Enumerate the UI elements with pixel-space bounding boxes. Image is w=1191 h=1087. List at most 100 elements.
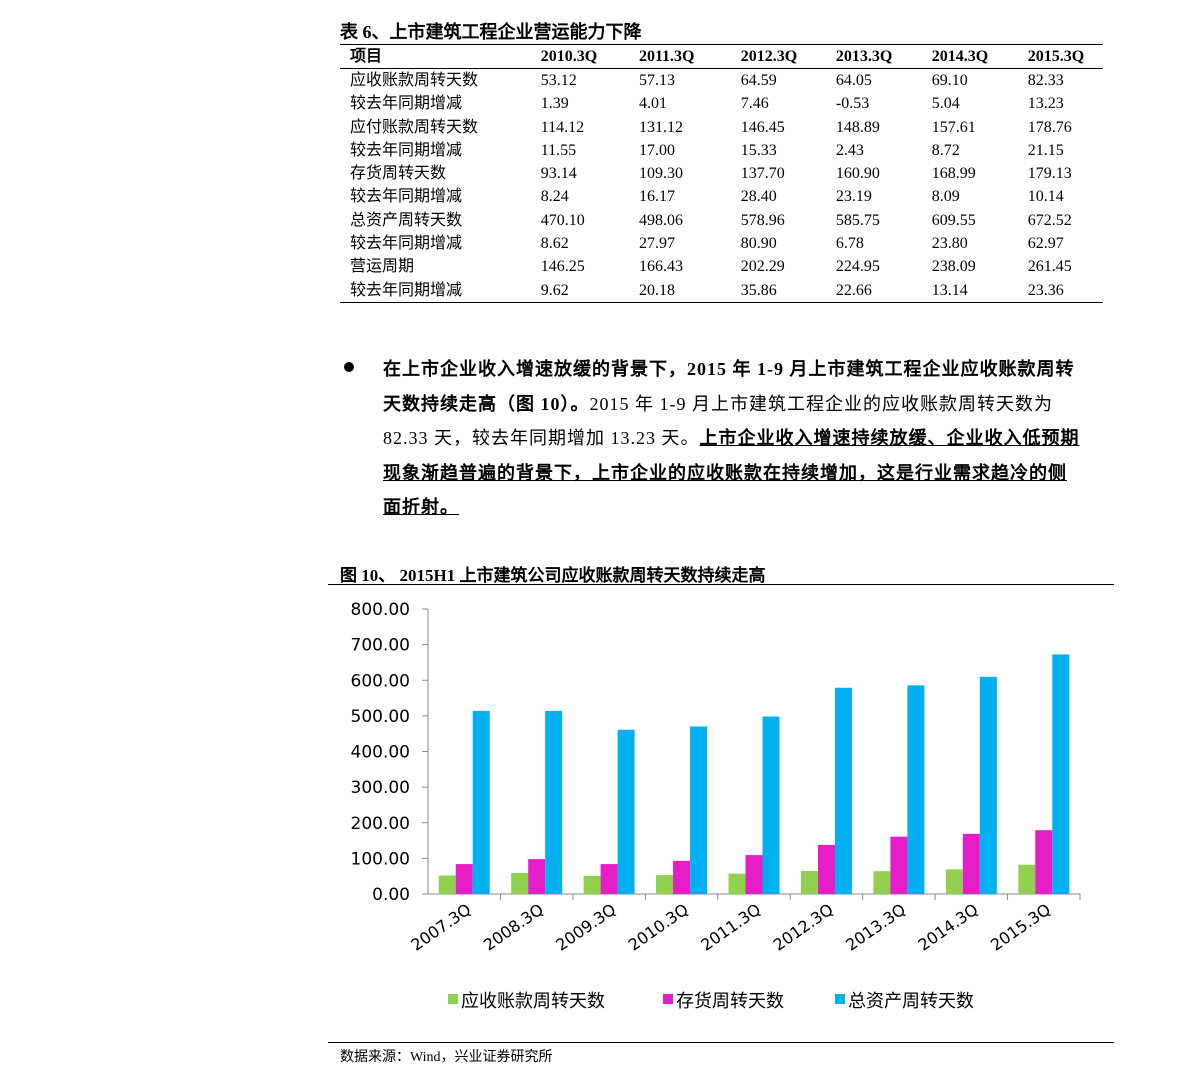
y-tick-label: 700.00 — [351, 636, 410, 656]
table-cell: 178.76 — [1027, 118, 1072, 136]
table-cell: 28.40 — [740, 188, 777, 206]
table-cell: 2015.3Q — [1017, 44, 1103, 70]
bar — [800, 870, 818, 894]
bar — [528, 859, 546, 894]
bar — [511, 872, 529, 894]
y-tick-label: 200.00 — [351, 814, 410, 834]
table-cell: 109.30 — [638, 165, 683, 183]
x-tick-label: 2009.3Q — [552, 900, 619, 955]
table-cell: 11.55 — [540, 141, 577, 159]
bar — [673, 860, 691, 894]
legend-label: 应收账款周转天数 — [461, 991, 605, 1012]
table-cell: 23.80 — [931, 235, 968, 253]
table-cell: 16.17 — [638, 188, 675, 206]
bar — [962, 833, 980, 894]
y-tick-label: 500.00 — [351, 707, 410, 727]
bar — [1052, 654, 1070, 894]
bar — [817, 844, 835, 894]
x-tick-label: 2007.3Q — [407, 900, 474, 955]
table-cell: 21.15 — [1027, 141, 1064, 159]
table-cell: 23.19 — [835, 188, 872, 206]
x-tick-label: 2015.3Q — [987, 900, 1054, 955]
y-tick-label: 300.00 — [351, 778, 410, 798]
bold-text: 在上市企业收入增速放缓的背景下，2015 年 1-9 月上市建筑工程企业应收账款… — [383, 359, 1075, 414]
table-cell: 2010.3Q — [530, 44, 629, 70]
table-row: 较去年同期增减 11.55 17.00 15.33 2.43 8.72 21.15 — [340, 139, 1103, 162]
table-cell: 470.10 — [540, 211, 585, 229]
table-cell: 2013.3Q — [825, 44, 922, 70]
table-cell: 23.36 — [1027, 281, 1064, 299]
bar — [583, 875, 601, 894]
legend-swatch — [663, 994, 673, 1004]
y-tick-label: 0.00 — [372, 885, 410, 905]
normal-text: 2015 年 1-9 月上市建筑工程企业的应收账款周转天数为 82.33 天，较… — [383, 393, 1053, 449]
table-cell: 17.00 — [638, 141, 675, 159]
table-cell: 82.33 — [1027, 71, 1064, 89]
table-cell: 64.05 — [835, 71, 872, 89]
table-cell: 53.12 — [540, 71, 577, 89]
x-tick-label: 2013.3Q — [842, 900, 909, 955]
bar — [656, 875, 674, 894]
table-cell: 1.39 — [540, 95, 569, 113]
underlined-text: 上市企业收入增速持续放缓、企业收入低预期现象渐趋普遍的背景下，上市企业的应收账款… — [383, 428, 1080, 517]
table-cell: 168.99 — [931, 165, 976, 183]
table-cell: 238.09 — [931, 258, 976, 276]
table-cell: 6.78 — [835, 235, 864, 253]
table-cell: 69.10 — [931, 71, 968, 89]
table-cell: 营运周期 — [350, 258, 415, 276]
table-cell: 166.43 — [638, 258, 683, 276]
table-cell: 585.75 — [835, 211, 880, 229]
table-cell: 114.12 — [540, 118, 585, 136]
table-cell: 578.96 — [740, 211, 785, 229]
bar — [762, 716, 780, 894]
bar — [728, 873, 746, 894]
table-cell: 22.66 — [835, 281, 872, 299]
y-tick-label: 100.00 — [351, 849, 410, 869]
table-cell: 8.62 — [540, 235, 569, 253]
table-cell: 27.97 — [638, 235, 675, 253]
table-cell: 261.45 — [1027, 258, 1072, 276]
table-cell: 项目 — [340, 44, 531, 70]
table-cell: 较去年同期增减 — [350, 141, 463, 159]
table-cell: 160.90 — [835, 165, 880, 183]
table-cell: 80.90 — [740, 235, 777, 253]
table-cell: 存货周转天数 — [350, 165, 447, 183]
x-tick-label: 2011.3Q — [697, 900, 764, 955]
table-cell: 2012.3Q — [730, 44, 826, 70]
table-row: 较去年同期增减 8.62 27.97 80.90 6.78 23.80 62.97 — [340, 232, 1103, 255]
figure-title: 图 10、 2015H1 上市建筑公司应收账款周转天数持续走高 — [340, 566, 766, 585]
table-cell: 较去年同期增减 — [350, 188, 463, 206]
bar — [834, 687, 852, 894]
table-row: 项目 2010.3Q 2011.3Q 2012.3Q 2013.3Q 2014.3Q 201… — [340, 44, 1103, 70]
legend-swatch — [448, 994, 458, 1004]
bar — [600, 864, 618, 894]
table-cell: 较去年同期增减 — [350, 281, 463, 299]
table-cell: 8.72 — [931, 141, 960, 159]
table-cell: 较去年同期增减 — [350, 235, 463, 253]
table-cell: 224.95 — [835, 258, 880, 276]
table-row: 较去年同期增减 1.39 4.01 7.46 -0.53 5.04 13.23 — [340, 93, 1103, 116]
table-cell: 202.29 — [740, 258, 785, 276]
table-cell: 8.24 — [540, 188, 569, 206]
bar — [1035, 830, 1053, 894]
table-cell: 13.23 — [1027, 95, 1064, 113]
bar — [873, 871, 891, 894]
bar — [979, 676, 997, 894]
x-tick-label: 2012.3Q — [770, 900, 837, 955]
bullet — [344, 362, 354, 372]
table-cell: 146.45 — [740, 118, 785, 136]
bar — [617, 729, 635, 894]
table-row: 存货周转天数 93.14 109.30 137.70 160.90 168.99 179.1… — [340, 162, 1103, 185]
table-cell: 20.18 — [638, 281, 675, 299]
table-cell: 609.55 — [931, 211, 976, 229]
table-row: 较去年同期增减 8.24 16.17 28.40 23.19 8.09 10.14 — [340, 186, 1103, 209]
table-cell: 总资产周转天数 — [350, 211, 463, 229]
bar — [1018, 864, 1036, 894]
source: 数据来源：Wind，兴业证券研究所 — [340, 1050, 553, 1065]
table-title: 表 6、上市建筑工程企业营运能力下降 — [340, 22, 642, 42]
y-tick-label: 400.00 — [351, 743, 410, 763]
table-cell: 146.25 — [540, 258, 585, 276]
table-cell: 8.09 — [931, 188, 960, 206]
table-cell: 13.14 — [931, 281, 968, 299]
